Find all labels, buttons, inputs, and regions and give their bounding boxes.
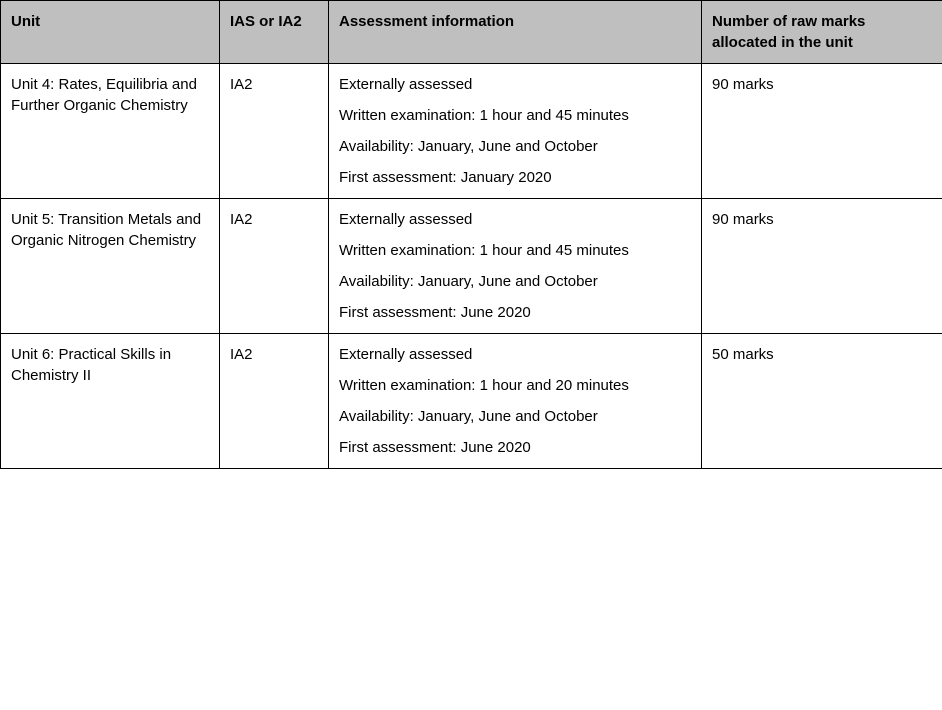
header-assessment: Assessment information: [329, 1, 702, 64]
cell-marks: 50 marks: [702, 334, 942, 469]
cell-assessment: Externally assessed Written examination: …: [329, 334, 702, 469]
table-row: Unit 4: Rates, Equilibria and Further Or…: [1, 64, 942, 199]
assessment-line: Externally assessed: [339, 209, 691, 230]
assessment-line: Written examination: 1 hour and 45 minut…: [339, 105, 691, 126]
cell-marks: 90 marks: [702, 64, 942, 199]
cell-unit: Unit 5: Transition Metals and Organic Ni…: [1, 199, 220, 334]
table-row: Unit 5: Transition Metals and Organic Ni…: [1, 199, 942, 334]
header-level: IAS or IA2: [220, 1, 329, 64]
assessment-line: Externally assessed: [339, 74, 691, 95]
assessment-line: Written examination: 1 hour and 45 minut…: [339, 240, 691, 261]
assessment-line: Written examination: 1 hour and 20 minut…: [339, 375, 691, 396]
assessment-line: First assessment: June 2020: [339, 437, 691, 458]
assessment-line: First assessment: June 2020: [339, 302, 691, 323]
cell-assessment: Externally assessed Written examination: …: [329, 64, 702, 199]
cell-marks: 90 marks: [702, 199, 942, 334]
assessment-line: Externally assessed: [339, 344, 691, 365]
cell-unit: Unit 6: Practical Skills in Chemistry II: [1, 334, 220, 469]
cell-level: IA2: [220, 64, 329, 199]
assessment-line: Availability: January, June and October: [339, 406, 691, 427]
assessment-line: First assessment: January 2020: [339, 167, 691, 188]
assessment-line: Availability: January, June and October: [339, 271, 691, 292]
assessment-table: Unit IAS or IA2 Assessment information N…: [0, 0, 942, 469]
cell-level: IA2: [220, 334, 329, 469]
table-header-row: Unit IAS or IA2 Assessment information N…: [1, 1, 942, 64]
header-marks: Number of raw marks allocated in the uni…: [702, 1, 942, 64]
cell-assessment: Externally assessed Written examination: …: [329, 199, 702, 334]
table-body: Unit 4: Rates, Equilibria and Further Or…: [1, 64, 942, 469]
table-row: Unit 6: Practical Skills in Chemistry II…: [1, 334, 942, 469]
header-unit: Unit: [1, 1, 220, 64]
cell-unit: Unit 4: Rates, Equilibria and Further Or…: [1, 64, 220, 199]
assessment-line: Availability: January, June and October: [339, 136, 691, 157]
cell-level: IA2: [220, 199, 329, 334]
